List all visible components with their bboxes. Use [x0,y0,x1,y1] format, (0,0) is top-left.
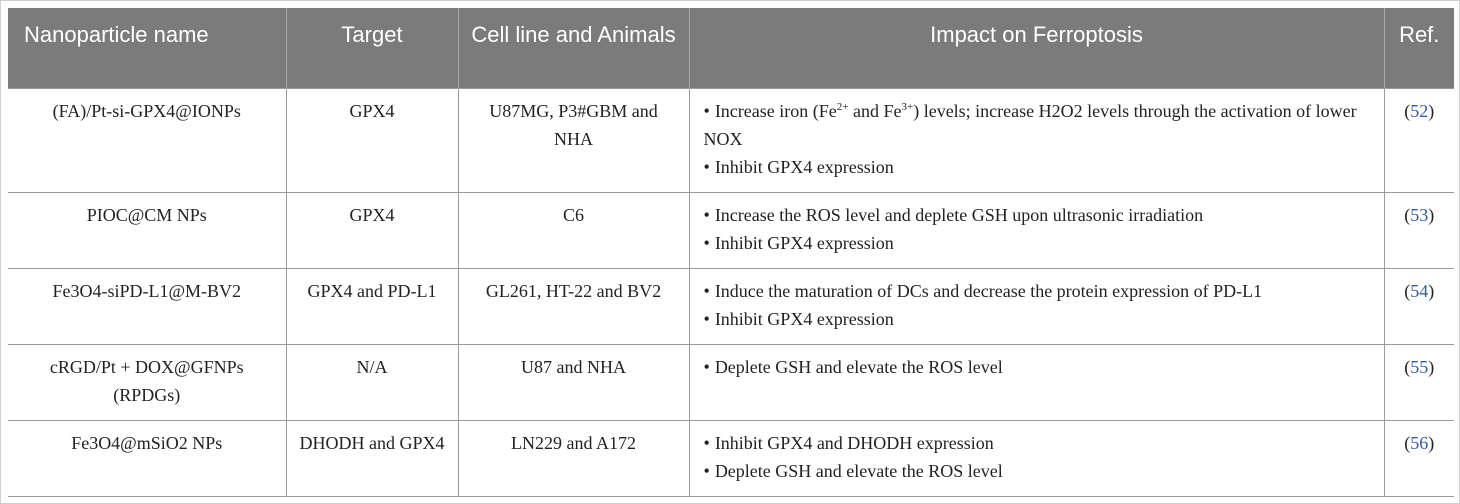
impact-bullet: • Inhibit GPX4 expression [703,156,894,177]
cell-cells: U87 and NHA [458,343,690,420]
header-nanoparticle-name: Nanoparticle name [8,8,287,88]
cell-ref: (54) [1384,267,1454,344]
cell-target: N/A [286,343,459,420]
impact-bullet: • Deplete GSH and elevate the ROS level [703,460,1003,481]
cell-cells: U87MG, P3#GBM and NHA [458,87,690,192]
cell-name: (FA)/Pt-si-GPX4@IONPs [8,87,287,192]
cell-target: GPX4 [286,87,459,192]
cell-impact: • Increase the ROS level and deplete GSH … [689,191,1385,268]
cell-target: DHODH and GPX4 [286,419,459,497]
cell-name: PIOC@CM NPs [8,191,287,268]
table-row: PIOC@CM NPs GPX4 C6 • Increase the ROS le… [8,191,1454,268]
ref-link[interactable]: 56 [1410,432,1429,453]
cell-ref: (56) [1384,419,1454,497]
ref-link[interactable]: 54 [1410,280,1429,301]
table-row: cRGD/Pt + DOX@GFNPs (RPDGs) N/A U87 and … [8,343,1454,420]
impact-bullet: • Deplete GSH and elevate the ROS level [703,356,1003,377]
header-cell-line: Cell line and Animals [458,8,690,88]
cell-ref: (53) [1384,191,1454,268]
cell-ref: (55) [1384,343,1454,420]
impact-bullet: • Increase iron (Fe2+ and Fe3+) levels; i… [703,100,1357,149]
header-impact: Impact on Ferroptosis [689,8,1385,88]
impact-bullet: • Increase the ROS level and deplete GSH … [703,204,1204,225]
nanoparticle-table: Nanoparticle name Target Cell line and A… [8,8,1454,497]
cell-impact: • Increase iron (Fe2+ and Fe3+) levels; i… [689,87,1385,192]
cell-cells: GL261, HT-22 and BV2 [458,267,690,344]
cell-name: Fe3O4-siPD-L1@M-BV2 [8,267,287,344]
cell-impact: • Inhibit GPX4 and DHODH expression • Depl… [689,419,1385,497]
cell-name: cRGD/Pt + DOX@GFNPs (RPDGs) [8,343,287,420]
table-row: Fe3O4-siPD-L1@M-BV2 GPX4 and PD-L1 GL261… [8,267,1454,344]
cell-cells: LN229 and A172 [458,419,690,497]
cell-target: GPX4 [286,191,459,268]
cell-target: GPX4 and PD-L1 [286,267,459,344]
cell-impact: • Deplete GSH and elevate the ROS level [689,343,1385,420]
ref-link[interactable]: 52 [1410,100,1429,121]
header-target: Target [286,8,459,88]
impact-bullet: • Inhibit GPX4 expression [703,308,894,329]
header-ref: Ref. [1384,8,1454,88]
table-header-row: Nanoparticle name Target Cell line and A… [8,8,1454,88]
cell-ref: (52) [1384,87,1454,192]
cell-name: Fe3O4@mSiO2 NPs [8,419,287,497]
table-row: (FA)/Pt-si-GPX4@IONPs GPX4 U87MG, P3#GBM… [8,87,1454,192]
ref-link[interactable]: 55 [1410,356,1429,377]
cell-cells: C6 [458,191,690,268]
impact-bullet: • Inhibit GPX4 and DHODH expression [703,432,994,453]
impact-bullet: • Inhibit GPX4 expression [703,232,894,253]
table-row: Fe3O4@mSiO2 NPs DHODH and GPX4 LN229 and… [8,419,1454,497]
impact-bullet: • Induce the maturation of DCs and decrea… [703,280,1263,301]
cell-impact: • Induce the maturation of DCs and decrea… [689,267,1385,344]
ref-link[interactable]: 53 [1410,204,1429,225]
